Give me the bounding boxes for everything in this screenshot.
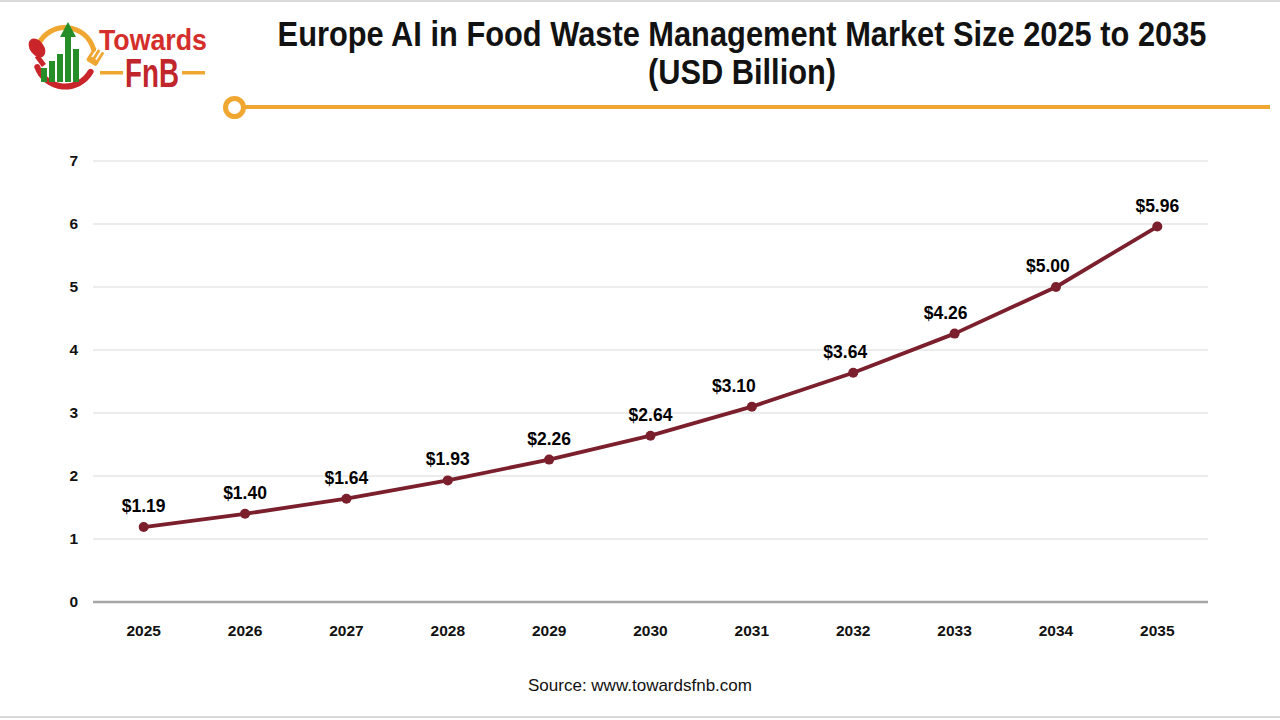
bottom-border [0, 716, 1280, 718]
data-point [950, 329, 960, 339]
x-axis-label: 2033 [937, 622, 972, 639]
data-label: $2.26 [527, 429, 571, 449]
x-axis-label: 2026 [228, 622, 263, 639]
data-point [544, 455, 554, 465]
data-point [1152, 222, 1162, 232]
x-axis-label: 2029 [532, 622, 567, 639]
data-label: $1.93 [426, 449, 470, 469]
x-axis-label: 2035 [1140, 622, 1175, 639]
x-axis-label: 2031 [735, 622, 770, 639]
data-label: $3.10 [712, 376, 756, 396]
x-axis-label: 2034 [1039, 622, 1074, 639]
data-point [240, 509, 250, 519]
data-label: $5.96 [1135, 196, 1179, 216]
y-axis-label: 3 [69, 404, 78, 421]
data-label: $5.00 [1026, 256, 1070, 276]
source-text: Source: www.towardsfnb.com [0, 676, 1280, 696]
data-point [848, 368, 858, 378]
y-axis-label: 4 [69, 341, 78, 358]
y-axis-label: 5 [69, 278, 78, 295]
y-axis-label: 0 [69, 593, 78, 610]
data-point [747, 402, 757, 412]
y-axis-label: 7 [69, 152, 78, 169]
x-axis-label: 2030 [633, 622, 667, 639]
series-line [144, 227, 1158, 528]
data-point [139, 522, 149, 532]
line-chart: 0 1 2 3 4 5 6 7 2025 2026 2027 2028 2029 2030 2031 2032… [0, 0, 1280, 720]
data-label: $4.26 [924, 303, 968, 323]
data-point [341, 494, 351, 504]
x-axis-label: 2028 [431, 622, 466, 639]
y-axis-label: 1 [69, 530, 78, 547]
data-label: $1.64 [325, 468, 369, 488]
data-point [1051, 282, 1061, 292]
data-label: $2.64 [629, 405, 673, 425]
data-point [443, 475, 453, 485]
x-axis-label: 2032 [836, 622, 870, 639]
x-axis-label: 2027 [329, 622, 363, 639]
y-axis-label: 2 [69, 467, 78, 484]
x-axis-label: 2025 [126, 622, 161, 639]
data-label: $1.40 [223, 483, 267, 503]
data-label: $3.64 [823, 342, 867, 362]
data-point [646, 431, 656, 441]
y-axis-label: 6 [69, 215, 78, 232]
data-label: $1.19 [122, 496, 166, 516]
